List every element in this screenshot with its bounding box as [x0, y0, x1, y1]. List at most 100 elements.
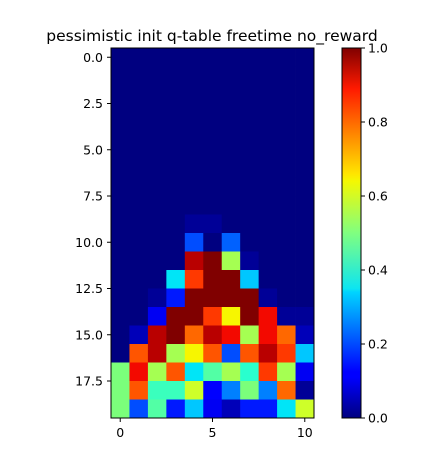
heatmap-cell — [258, 66, 278, 86]
heatmap-cell — [295, 159, 315, 178]
heatmap-cell — [147, 103, 167, 123]
heatmap-cell — [111, 66, 130, 86]
heatmap-cell — [129, 177, 149, 197]
heatmap-cell — [277, 270, 296, 289]
heatmap-cell — [203, 344, 223, 363]
heatmap-cell — [129, 48, 149, 67]
heatmap-cell — [240, 103, 260, 123]
heatmap-cell — [184, 214, 204, 234]
heatmap-cell — [111, 196, 130, 215]
heatmap-cell — [277, 381, 296, 400]
heatmap-cell — [277, 196, 296, 215]
heatmap-cell — [277, 214, 296, 234]
heatmap-cell — [203, 196, 223, 215]
heatmap-cell — [203, 325, 223, 345]
heatmap-cell — [295, 85, 315, 104]
heatmap-cell — [147, 159, 167, 178]
heatmap-cell — [203, 66, 223, 86]
heatmap-cell — [203, 85, 223, 104]
heatmap-cell — [184, 233, 204, 252]
heatmap-cell — [221, 48, 241, 67]
heatmap-cell — [277, 233, 296, 252]
colorbar-tick-label: 1.0 — [368, 41, 388, 56]
heatmap-cell — [240, 214, 260, 234]
heatmap-cell — [147, 122, 167, 141]
heatmap-cell — [277, 399, 296, 419]
heatmap-cell — [203, 48, 223, 67]
heatmap-cell — [111, 288, 130, 308]
heatmap-cell — [129, 307, 149, 326]
heatmap-cell — [166, 362, 186, 382]
heatmap-cell — [147, 251, 167, 271]
heatmap-cell — [111, 48, 130, 67]
heatmap-cell — [184, 399, 204, 419]
heatmap-cell — [240, 307, 260, 326]
heatmap-cell — [166, 85, 186, 104]
heatmap-cell — [166, 122, 186, 141]
heatmap-cell — [111, 251, 130, 271]
heatmap-cell — [129, 399, 149, 419]
heatmap-cell — [295, 122, 315, 141]
heatmap-cell — [221, 233, 241, 252]
heatmap-cell — [277, 159, 296, 178]
heatmap-cell — [129, 344, 149, 363]
heatmap-cell — [147, 344, 167, 363]
heatmap-cell — [277, 140, 296, 160]
heatmap-cell — [129, 288, 149, 308]
heatmap-cell — [295, 344, 315, 363]
heatmap-cell — [203, 140, 223, 160]
heatmap-cell — [147, 214, 167, 234]
heatmap-cell — [166, 307, 186, 326]
colorbar-tick-label: 0.4 — [368, 263, 388, 278]
heatmap-cell — [240, 288, 260, 308]
heatmap-cell — [111, 103, 130, 123]
heatmap-cell — [147, 381, 167, 400]
heatmap-cell — [166, 251, 186, 271]
heatmap-cell — [184, 307, 204, 326]
heatmap-cell — [166, 344, 186, 363]
heatmap-cell — [240, 48, 260, 67]
heatmap-cell — [166, 103, 186, 123]
heatmap-cell — [240, 270, 260, 289]
heatmap-cell — [203, 399, 223, 419]
heatmap-cell — [240, 325, 260, 345]
heatmap-cell — [147, 177, 167, 197]
heatmap-cell — [147, 399, 167, 419]
heatmap-cell — [240, 344, 260, 363]
heatmap-cell — [221, 307, 241, 326]
heatmap-cell — [184, 270, 204, 289]
heatmap-cell — [184, 362, 204, 382]
heatmap-cell — [111, 270, 130, 289]
heatmap-cell — [184, 344, 204, 363]
heatmap-cell — [258, 233, 278, 252]
heatmap-cell — [111, 362, 130, 382]
heatmap-cell — [258, 214, 278, 234]
heatmap-cell — [147, 196, 167, 215]
heatmap-cell — [166, 399, 186, 419]
heatmap-cell — [129, 122, 149, 141]
heatmap-cell — [147, 85, 167, 104]
heatmap-cell — [240, 122, 260, 141]
heatmap-cell — [166, 288, 186, 308]
heatmap-cell — [147, 66, 167, 86]
heatmap-cell — [258, 196, 278, 215]
y-tick-label: 5.0 — [83, 142, 103, 157]
heatmap-cell — [258, 307, 278, 326]
colorbar-tick-label: 0.6 — [368, 189, 388, 204]
colorbar-axis: 0.0 0.2 0.4 0.6 0.8 1.0 — [361, 41, 388, 426]
heatmap-cell — [129, 325, 149, 345]
heatmap-cell — [295, 399, 315, 419]
heatmap-cell — [258, 103, 278, 123]
heatmap-cell — [295, 196, 315, 215]
heatmap-cell — [295, 307, 315, 326]
heatmap-cell — [240, 362, 260, 382]
heatmap-cell — [240, 140, 260, 160]
heatmap-cell — [129, 381, 149, 400]
heatmap-cell — [147, 325, 167, 345]
heatmap-cell — [295, 233, 315, 252]
heatmap-cell — [166, 177, 186, 197]
heatmap-cell — [147, 362, 167, 382]
heatmap-cell — [221, 85, 241, 104]
y-tick-label: 15.0 — [75, 327, 103, 342]
heatmap-cell — [277, 48, 296, 67]
